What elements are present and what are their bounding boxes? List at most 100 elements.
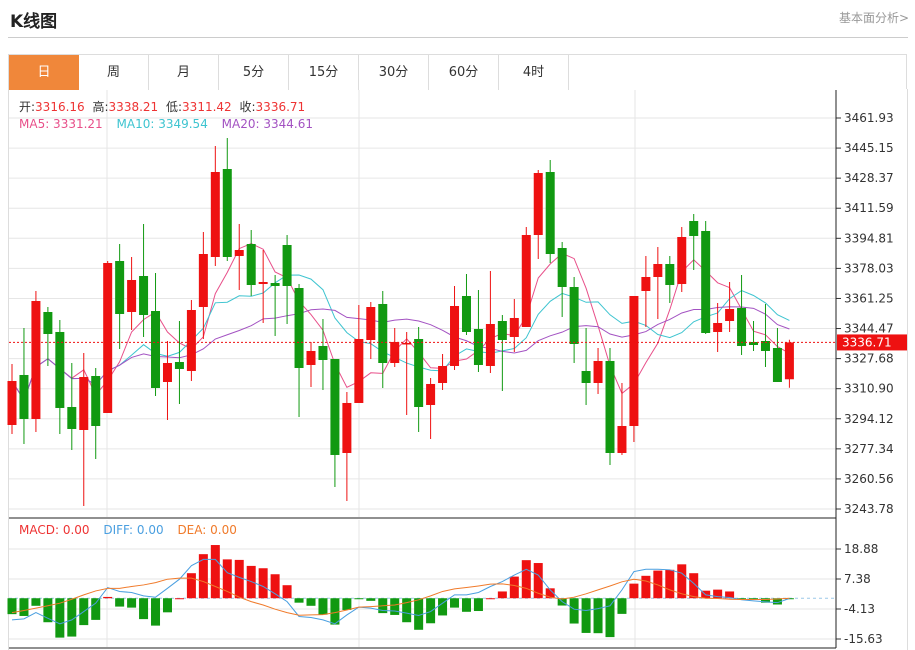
macd-bar-negative — [390, 598, 400, 615]
macd-bar-positive — [258, 568, 268, 599]
macd-bar-negative — [151, 598, 161, 626]
macd-bar-positive — [545, 588, 555, 599]
candle-up — [354, 338, 364, 403]
candle-up — [366, 307, 376, 340]
y-tick-label: 3260.56 — [844, 472, 894, 486]
candle-down — [605, 360, 615, 453]
macd-bar-negative — [402, 598, 412, 623]
candle-up — [186, 309, 196, 371]
y-tick-label: 3327.68 — [844, 352, 894, 366]
low-value: 3311.42 — [182, 100, 232, 114]
dea-legend-value: DEA: 0.00 — [177, 523, 237, 537]
macd-bar-negative — [617, 598, 627, 614]
macd-bar-negative — [749, 598, 759, 600]
macd-bar-negative — [31, 598, 41, 606]
macd-bar-negative — [7, 598, 17, 615]
candle-down — [55, 331, 65, 408]
candle-up — [306, 350, 316, 365]
close-value: 3336.71 — [255, 100, 306, 114]
tab-60min[interactable]: 60分 — [429, 55, 499, 90]
candle-up — [784, 342, 794, 380]
candle-up — [31, 300, 41, 419]
high-label: 高: — [92, 100, 109, 114]
tab-15min[interactable]: 15分 — [289, 55, 359, 90]
macd-y-tick-label: 7.38 — [844, 572, 871, 586]
candle-up — [390, 341, 400, 363]
tab-day[interactable]: 日 — [9, 55, 79, 90]
tab-30min[interactable]: 30分 — [359, 55, 429, 90]
y-tick-label: 3344.47 — [844, 322, 894, 336]
fundamental-analysis-link[interactable]: 基本面分析> — [838, 11, 909, 25]
ma-legend: MA5: 3331.21 MA10: 3349.54 MA20: 3344.61 — [19, 117, 317, 131]
macd-bar-negative — [91, 598, 101, 620]
candle-down — [569, 287, 579, 344]
macd-bar-negative — [737, 598, 747, 600]
y-tick-label: 3445.15 — [844, 141, 894, 155]
y-tick-label: 3294.12 — [844, 412, 894, 426]
candle-down — [378, 303, 388, 363]
macd-bar-positive — [222, 559, 232, 599]
candle-down — [749, 341, 759, 346]
chart-frame — [8, 89, 908, 650]
candle-down — [91, 375, 101, 426]
candle-up — [162, 362, 172, 382]
candle-down — [545, 172, 555, 255]
candle-down — [270, 283, 280, 286]
tab-4hour[interactable]: 4时 — [499, 55, 569, 90]
ma20-legend: MA20: 3344.61 — [221, 117, 313, 131]
y-tick-label: 3378.03 — [844, 261, 894, 275]
period-tabs: 日 周 月 5分 15分 30分 60分 4时 — [8, 54, 907, 90]
macd-bar-positive — [234, 559, 244, 599]
ma10-legend: MA10: 3349.54 — [116, 117, 208, 131]
macd-bar-positive — [186, 573, 196, 599]
dea-line — [11, 577, 790, 616]
macd-legend-value: MACD: 0.00 — [19, 523, 90, 537]
macd-bar-negative — [414, 598, 424, 630]
tab-month[interactable]: 月 — [149, 55, 219, 90]
macd-bar-positive — [713, 589, 723, 599]
y-tick-label: 3461.93 — [844, 111, 894, 125]
macd-bar-negative — [306, 598, 316, 606]
y-tick-label: 3277.34 — [844, 442, 894, 456]
macd-y-tick-label: -15.63 — [844, 632, 883, 646]
tab-week[interactable]: 周 — [79, 55, 149, 90]
macd-y-tick-label: -4.13 — [844, 602, 875, 616]
candle-up — [533, 173, 543, 236]
macd-bar-positive — [725, 591, 735, 599]
macd-bar-negative — [139, 598, 149, 620]
candle-down — [139, 275, 149, 315]
ma5-legend: MA5: 3331.21 — [19, 117, 103, 131]
macd-bar-negative — [760, 598, 770, 603]
candle-down — [43, 312, 53, 334]
macd-bar-negative — [127, 598, 137, 608]
macd-bar-positive — [174, 598, 184, 600]
candle-up — [677, 236, 687, 284]
high-value: 3338.21 — [108, 100, 159, 114]
macd-bar-negative — [318, 598, 328, 615]
macd-bar-positive — [210, 545, 220, 599]
macd-bar-positive — [665, 569, 675, 599]
candle-up — [210, 172, 220, 257]
macd-bar-negative — [67, 598, 77, 637]
macd-bar-positive — [103, 596, 113, 599]
candle-down — [19, 374, 29, 419]
macd-bar-negative — [593, 598, 603, 634]
candle-up — [258, 281, 268, 284]
macd-bar-negative — [450, 598, 460, 608]
candle-down — [760, 340, 770, 351]
candle-up — [521, 235, 531, 327]
candle-up — [593, 360, 603, 383]
y-tick-label: 3411.59 — [844, 201, 894, 215]
macd-bar-negative — [354, 598, 364, 600]
y-tick-label: 3428.37 — [844, 171, 894, 185]
page-title: K线图 — [10, 12, 58, 32]
candle-down — [330, 358, 340, 455]
ohlc-legend: 开:3316.16 高:3338.21 低:3311.42 收:3336.71 — [19, 98, 309, 115]
candle-down — [174, 361, 184, 369]
macd-bar-negative — [581, 598, 591, 633]
macd-bar-negative — [569, 598, 579, 624]
macd-bar-negative — [438, 598, 448, 616]
macd-legend: MACD: 0.00 DIFF: 0.00 DEA: 0.00 — [19, 523, 241, 537]
tab-5min[interactable]: 5分 — [219, 55, 289, 90]
